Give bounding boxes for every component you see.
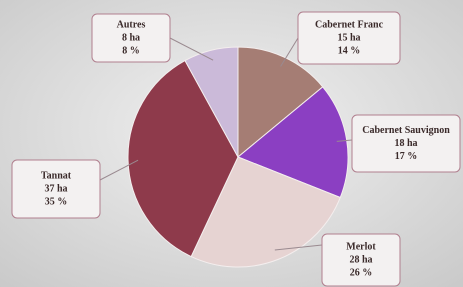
value-label: 8 % (122, 45, 140, 56)
slice-label: Cabernet Franc (315, 19, 384, 30)
area-label: 28 ha (349, 254, 372, 265)
value-label: 26 % (350, 267, 373, 278)
area-label: 15 ha (337, 32, 360, 43)
value-label: 14 % (338, 45, 361, 56)
value-label: 35 % (45, 196, 68, 207)
slice-label: Tannat (41, 170, 72, 181)
slice-label: Autres (117, 19, 146, 30)
slice-label: Cabernet Sauvignon (362, 125, 450, 136)
chart: Cabernet Franc 15 ha 14 % Cabernet Sauvigno… (0, 0, 463, 287)
area-label: 18 ha (394, 138, 417, 149)
area-label: 37 ha (44, 183, 67, 194)
value-label: 17 % (395, 151, 418, 162)
slice-label: Merlot (346, 241, 376, 252)
area-label: 8 ha (122, 32, 140, 43)
